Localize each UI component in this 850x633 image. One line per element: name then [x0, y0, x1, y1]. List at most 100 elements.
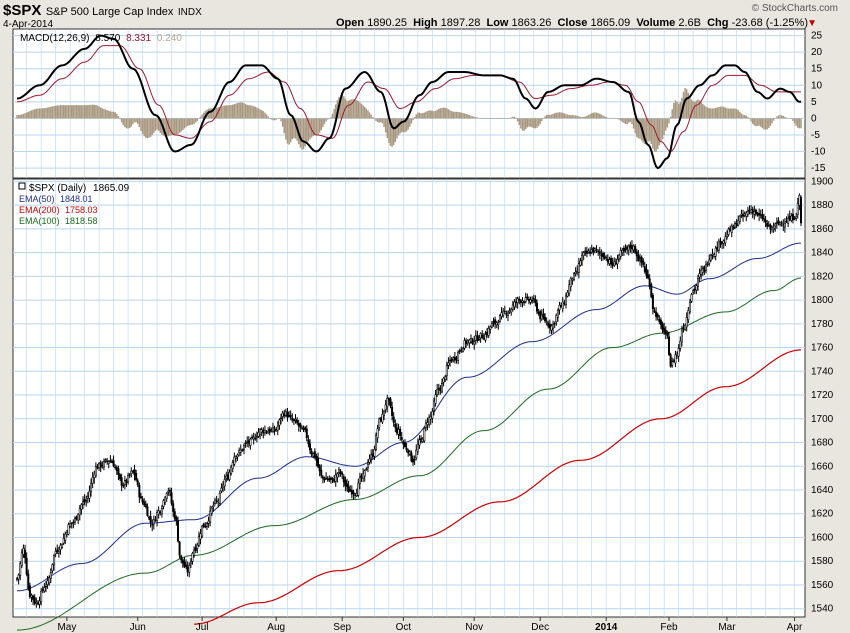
- price-bar-body: [217, 500, 220, 503]
- histogram-bar: [314, 118, 316, 136]
- price-bar-body: [204, 526, 207, 528]
- price-bar-body: [767, 224, 770, 226]
- price-bar-body: [658, 318, 661, 322]
- price-bar-body: [77, 514, 80, 521]
- histogram-bar: [165, 118, 168, 137]
- histogram-bar: [668, 118, 670, 124]
- price-bar-body: [751, 208, 754, 214]
- histogram-bar: [434, 110, 437, 119]
- histogram-bar: [309, 118, 311, 140]
- histogram-bar: [301, 118, 303, 150]
- price-bar-body: [535, 302, 538, 312]
- price-bar-body: [168, 489, 171, 492]
- histogram-bar: [286, 118, 289, 144]
- close-value: 1865.09: [590, 17, 631, 29]
- price-bar-body: [288, 415, 291, 417]
- histogram-bar: [753, 118, 756, 126]
- macd-legend-signal: 8.331: [126, 33, 151, 44]
- price-bar-body: [655, 311, 658, 317]
- histogram-bar: [740, 113, 743, 119]
- price-bar-body: [101, 465, 104, 467]
- price-bar-body: [494, 319, 497, 325]
- price-bar-body: [756, 213, 759, 215]
- price-bar-body: [362, 473, 365, 479]
- histogram-bar: [751, 118, 754, 124]
- histogram-bar: [457, 111, 459, 119]
- histogram-bar: [431, 110, 434, 119]
- macd-y-tick-label: 25: [811, 31, 823, 42]
- histogram-bar: [624, 118, 627, 125]
- histogram-bar: [98, 106, 100, 119]
- price-bar-body: [664, 329, 667, 334]
- price-bar-body: [502, 310, 505, 316]
- histogram-bar: [380, 118, 382, 123]
- histogram-bar: [402, 118, 405, 133]
- price-bar-body: [91, 476, 94, 484]
- price-bar-body: [449, 359, 452, 362]
- price-bar-body: [312, 453, 315, 457]
- price-bar-body: [123, 480, 126, 486]
- price-bar-body: [246, 441, 249, 443]
- histogram-bar: [235, 103, 237, 119]
- histogram-bar: [249, 105, 252, 119]
- price-bar-body: [296, 420, 299, 424]
- histogram-bar: [463, 113, 466, 119]
- histogram-bar: [246, 104, 248, 119]
- histogram-bar: [703, 105, 706, 119]
- price-bar-body: [598, 251, 601, 254]
- price-bar-body: [513, 301, 516, 308]
- price-bar-body: [254, 438, 257, 440]
- histogram-bar: [636, 118, 638, 137]
- histogram-bar: [537, 118, 540, 127]
- histogram-bar: [473, 116, 475, 119]
- price-bar-body: [738, 215, 741, 222]
- price-bar-body: [151, 524, 154, 526]
- price-bar-body: [209, 510, 212, 523]
- price-bar-body: [252, 436, 255, 440]
- price-bar-body: [360, 475, 363, 479]
- price-bar-body: [762, 218, 765, 220]
- price-bar-body: [323, 478, 326, 481]
- histogram-bar: [21, 114, 23, 119]
- price-bar-body: [106, 460, 109, 462]
- histogram-bar: [145, 118, 147, 138]
- price-bar-body: [262, 430, 265, 434]
- x-tick-label: May: [57, 622, 76, 633]
- price-bar-body: [516, 298, 519, 304]
- histogram-bar: [623, 118, 625, 124]
- macd-histogram: [16, 88, 802, 152]
- histogram-bar: [719, 106, 722, 119]
- histogram-bar: [209, 108, 211, 119]
- ema50-legend: EMA(50) 1848.01: [19, 194, 93, 204]
- price-bar-body: [629, 244, 632, 249]
- histogram-bar: [69, 105, 71, 119]
- price-bar-body: [460, 349, 463, 351]
- price-bar-body: [742, 214, 745, 217]
- price-bar-body: [579, 260, 582, 266]
- price-y-tick-label: 1700: [811, 414, 834, 425]
- histogram-bar: [143, 118, 145, 137]
- histogram-bar: [724, 107, 727, 119]
- histogram-bar: [325, 118, 327, 122]
- histogram-bar: [322, 118, 324, 128]
- histogram-bar: [33, 109, 36, 119]
- price-bar-body: [315, 455, 318, 461]
- price-bar-body: [568, 284, 571, 294]
- price-bar-body: [610, 257, 613, 265]
- price-bar-body: [283, 413, 286, 416]
- price-bar-body: [186, 566, 189, 573]
- histogram-bar: [542, 118, 545, 119]
- price-bar-body: [537, 312, 540, 314]
- price-bar-body: [740, 213, 743, 216]
- price-bar-body: [33, 597, 36, 604]
- histogram-bar: [763, 118, 765, 130]
- histogram-bar: [705, 106, 707, 119]
- price-bar-body: [531, 299, 534, 302]
- histogram-bar: [756, 118, 759, 126]
- price-bar-body: [708, 259, 711, 264]
- histogram-bar: [764, 118, 767, 130]
- histogram-bar: [793, 118, 796, 124]
- price-bar-body: [441, 383, 444, 393]
- macd-lines: [16, 34, 801, 170]
- histogram-bar: [766, 118, 768, 130]
